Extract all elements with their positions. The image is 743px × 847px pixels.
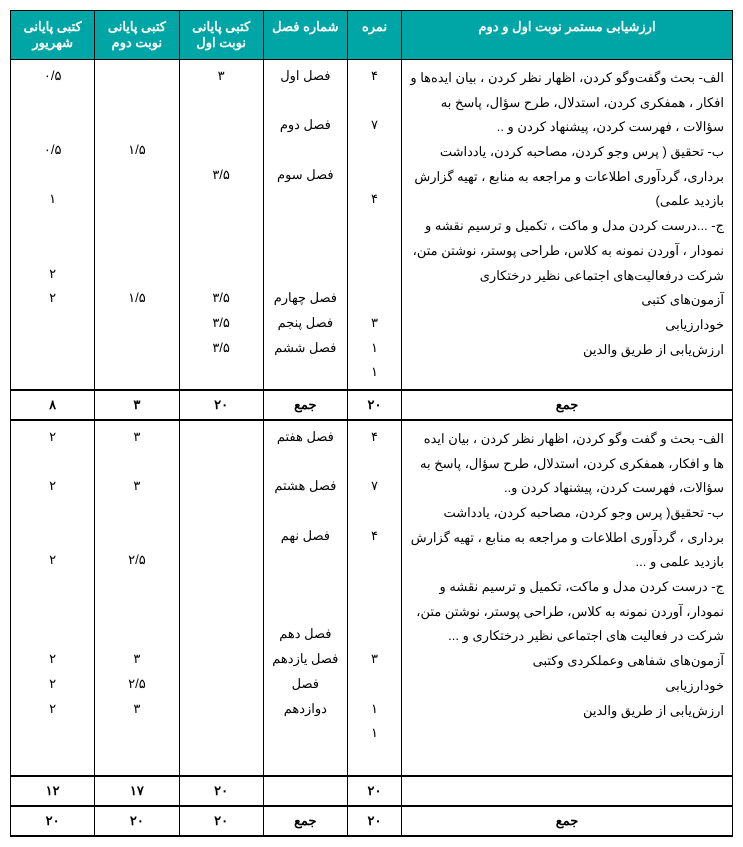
section1-scores: ۴ ۷ ۴ ۳۱۱ (347, 60, 401, 390)
sum2-b: ۱۷ (95, 776, 179, 806)
sum1-c: ۸ (11, 390, 95, 420)
header-shahr: کتبی پایانی شهریور (11, 11, 95, 60)
section1-colC: ۰/۵ ۰/۵ ۱ ۲۲ (11, 60, 95, 390)
section2-colA (179, 420, 263, 776)
assessment-table: ارزشیابی مستمر نوبت اول و دوم نمره شماره… (10, 10, 733, 837)
section2-desc: الف- بحث و گفت وگو کردن، اظهار نظر کردن … (402, 420, 733, 776)
sumf-c: ۲۰ (11, 806, 95, 836)
header-term1: کتبی پایانی نوبت اول (179, 11, 263, 60)
section2-chapters: فصل هفتم فصل هشتم فصل نهم فصل دهمفصل یاز… (263, 420, 347, 776)
section2-colC: ۲ ۲ ۲ ۲۲۲ (11, 420, 95, 776)
header-chap: شماره فصل (263, 11, 347, 60)
sumf-a: ۲۰ (179, 806, 263, 836)
section2-colB: ۳ ۳ ۲/۵ ۳۲/۵۳ (95, 420, 179, 776)
sum1-label: جمع (402, 390, 733, 420)
section1-desc: الف- بحث وگفت‌وگو کردن، اظهار نظر کردن ،… (402, 60, 733, 390)
header-score: نمره (347, 11, 401, 60)
sum1-chap: جمع (263, 390, 347, 420)
section1-row: الف- بحث وگفت‌وگو کردن، اظهار نظر کردن ،… (11, 60, 733, 390)
section1-colA: ۳ ۳/۵ ۳/۵۳/۵۳/۵ (179, 60, 263, 390)
sumf-label: جمع (402, 806, 733, 836)
sum2-chap (263, 776, 347, 806)
sum2-row: ۲۰ ۲۰ ۱۷ ۱۲ (11, 776, 733, 806)
sum1-row: جمع ۲۰ جمع ۲۰ ۳ ۸ (11, 390, 733, 420)
section1-chapters: فصل اول فصل دوم فصل سوم فصل چهارمفصل پنج… (263, 60, 347, 390)
sumf-chap: جمع (263, 806, 347, 836)
sumf-b: ۲۰ (95, 806, 179, 836)
header-row: ارزشیابی مستمر نوبت اول و دوم نمره شماره… (11, 11, 733, 60)
header-term2: کتبی پایانی نوبت دوم (95, 11, 179, 60)
header-desc: ارزشیابی مستمر نوبت اول و دوم (402, 11, 733, 60)
sum2-c: ۱۲ (11, 776, 95, 806)
sum2-a: ۲۰ (179, 776, 263, 806)
sum1-score: ۲۰ (347, 390, 401, 420)
sum1-a: ۲۰ (179, 390, 263, 420)
section2-row: الف- بحث و گفت وگو کردن، اظهار نظر کردن … (11, 420, 733, 776)
sumf-score: ۲۰ (347, 806, 401, 836)
section1-colB: ۱/۵ ۱/۵ (95, 60, 179, 390)
sum2-label (402, 776, 733, 806)
sum-final-row: جمع ۲۰ جمع ۲۰ ۲۰ ۲۰ (11, 806, 733, 836)
sum1-b: ۳ (95, 390, 179, 420)
sum2-score: ۲۰ (347, 776, 401, 806)
section2-scores: ۴ ۷ ۴ ۳ ۱۱ (347, 420, 401, 776)
